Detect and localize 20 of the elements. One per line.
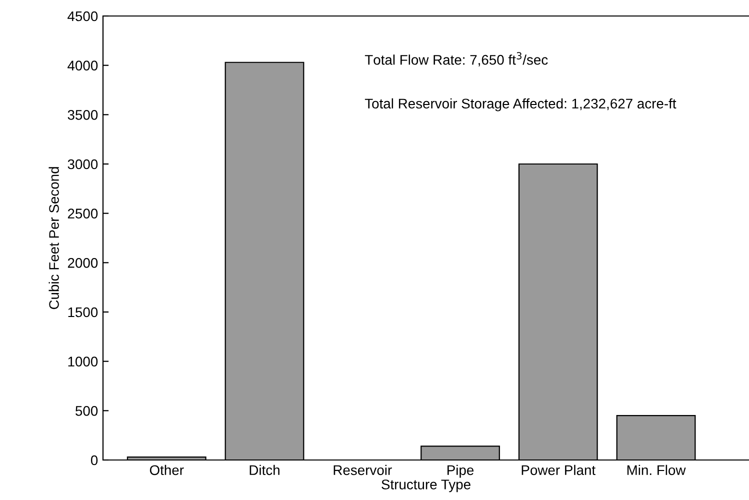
x-tick-label: Min. Flow xyxy=(627,464,686,476)
annotation: Total Flow Rate: 7,650 ft$^{3}$/sec xyxy=(364,52,548,66)
y-axis-title: Cubic Feet Per Second xyxy=(48,167,59,310)
y-tick-label: 4000 xyxy=(68,60,98,71)
y-tick-label: 1000 xyxy=(68,356,98,367)
x-tick-label: Other xyxy=(150,464,184,476)
y-tick-label: 2000 xyxy=(68,258,98,268)
y-tick-label: 2500 xyxy=(68,208,98,219)
x-tick-label: Ditch xyxy=(250,464,280,476)
y-tick-label: 3500 xyxy=(68,110,98,120)
x-tick-label: Power Plant xyxy=(522,464,596,476)
annotation: Total Reservoir Storage Affected: 1,232,627 acre-ft xyxy=(364,98,676,112)
y-tick-label: 500 xyxy=(76,406,98,416)
x-tick-label: Pipe xyxy=(448,464,474,478)
y-tick-label: 4500 xyxy=(68,11,98,22)
y-tick-label: 3000 xyxy=(68,159,98,170)
x-tick-label: Reservoir xyxy=(334,464,392,476)
x-axis-title: Structure Type xyxy=(382,480,470,492)
y-tick-label: 0 xyxy=(90,455,98,466)
y-tick-label: 1500 xyxy=(68,307,98,318)
